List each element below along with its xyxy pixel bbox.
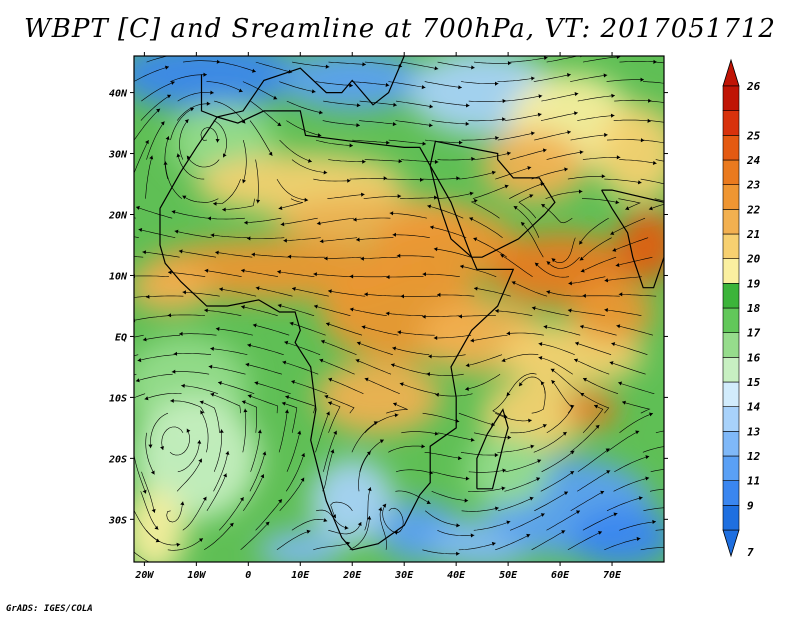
lat-tick-label: 20S bbox=[108, 454, 127, 465]
lon-tick-label: 20W bbox=[134, 570, 154, 581]
lon-tick-label: 30E bbox=[394, 570, 414, 581]
colorbar-label: 16 bbox=[747, 351, 761, 364]
colorbar-swatch bbox=[722, 332, 740, 358]
colorbar-swatch bbox=[722, 110, 740, 136]
coastline-1 bbox=[476, 408, 509, 490]
lat-tick-label: 30S bbox=[108, 515, 127, 526]
coastline-4 bbox=[200, 56, 405, 118]
lat-tick-label: 40N bbox=[109, 89, 128, 100]
colorbar-swatch bbox=[722, 455, 740, 481]
lat-tick-label: 30N bbox=[108, 150, 128, 161]
colorbar-swatch bbox=[722, 209, 740, 235]
colorbar-low-arrow bbox=[722, 529, 740, 558]
streamlines bbox=[134, 56, 664, 562]
map-title: WBPT [C] and Sreamline at 700hPa, VT: 20… bbox=[24, 14, 776, 44]
colorbar-label: 20 bbox=[746, 253, 761, 266]
lat-tick-label: 10S bbox=[109, 393, 127, 404]
colorbar-swatch bbox=[722, 184, 740, 210]
colorbar-swatch bbox=[722, 258, 740, 284]
lat-tick-label: EQ bbox=[115, 332, 127, 343]
colorbar-swatch bbox=[722, 85, 740, 111]
lon-tick-label: 20E bbox=[342, 570, 362, 581]
colorbar-swatch bbox=[722, 283, 740, 309]
colorbar-swatch bbox=[722, 135, 740, 161]
lat-tick-label: 20N bbox=[108, 211, 128, 222]
colorbar-high-arrow bbox=[722, 58, 740, 87]
colorbar-label: 13 bbox=[747, 425, 761, 438]
colorbar-swatch bbox=[722, 307, 740, 333]
colorbar-label: 18 bbox=[747, 302, 761, 315]
credit-text: GrADS: IGES/COLA bbox=[6, 604, 93, 614]
colorbar-label: 23 bbox=[746, 179, 761, 192]
colorbar-swatch bbox=[722, 431, 740, 457]
lon-tick-label: 40E bbox=[447, 570, 466, 581]
colorbar-label: 9 bbox=[747, 499, 754, 512]
lon-tick-label: 70E bbox=[603, 570, 622, 581]
colorbar-swatch bbox=[722, 159, 740, 185]
latitude-axis: 40N 30N 20N 10N EQ 10S 20S 30S bbox=[108, 89, 668, 526]
map-frame bbox=[133, 55, 665, 563]
lon-tick-label: 10W bbox=[187, 570, 206, 581]
coastline-2 bbox=[429, 140, 556, 258]
colorbar-label: 14 bbox=[747, 401, 761, 414]
colorbar-label: 11 bbox=[747, 475, 760, 488]
lon-tick-label: 10E bbox=[291, 570, 310, 581]
longitude-axis: 20W 10W 0 10E 20E 30E 40E 50E 60E 70E bbox=[134, 52, 622, 581]
colorbar-swatch bbox=[722, 505, 740, 531]
colorbar-swatch bbox=[722, 381, 740, 407]
colorbar-swatch bbox=[722, 406, 740, 432]
colorbar-swatch bbox=[722, 233, 740, 259]
colorbar-label: 7 bbox=[747, 546, 754, 559]
colorbar: 7 9 11 12 13 14 15 16 17 18 19 20 21 22 23 24 25 26 bbox=[722, 58, 761, 559]
colorbar-label: 12 bbox=[747, 450, 761, 463]
colorbar-label: 26 bbox=[746, 80, 761, 93]
colorbar-label: 19 bbox=[747, 277, 761, 290]
lon-tick-label: 50E bbox=[499, 570, 518, 581]
colorbar-label: 15 bbox=[747, 376, 761, 389]
colorbar-swatch bbox=[722, 357, 740, 383]
lon-tick-label: 60E bbox=[551, 570, 570, 581]
colorbar-label: 25 bbox=[746, 129, 761, 142]
coastline-0 bbox=[159, 110, 515, 551]
lat-tick-label: 10N bbox=[109, 271, 128, 282]
coastlines bbox=[159, 56, 664, 551]
colorbar-label: 24 bbox=[746, 154, 761, 167]
lon-tick-label: 0 bbox=[245, 570, 251, 581]
colorbar-label: 21 bbox=[746, 228, 760, 241]
colorbar-swatch bbox=[722, 480, 740, 506]
colorbar-label: 17 bbox=[747, 327, 761, 340]
wbpt-field bbox=[134, 56, 664, 562]
coastline-3 bbox=[601, 189, 664, 289]
colorbar-label: 22 bbox=[746, 203, 761, 216]
